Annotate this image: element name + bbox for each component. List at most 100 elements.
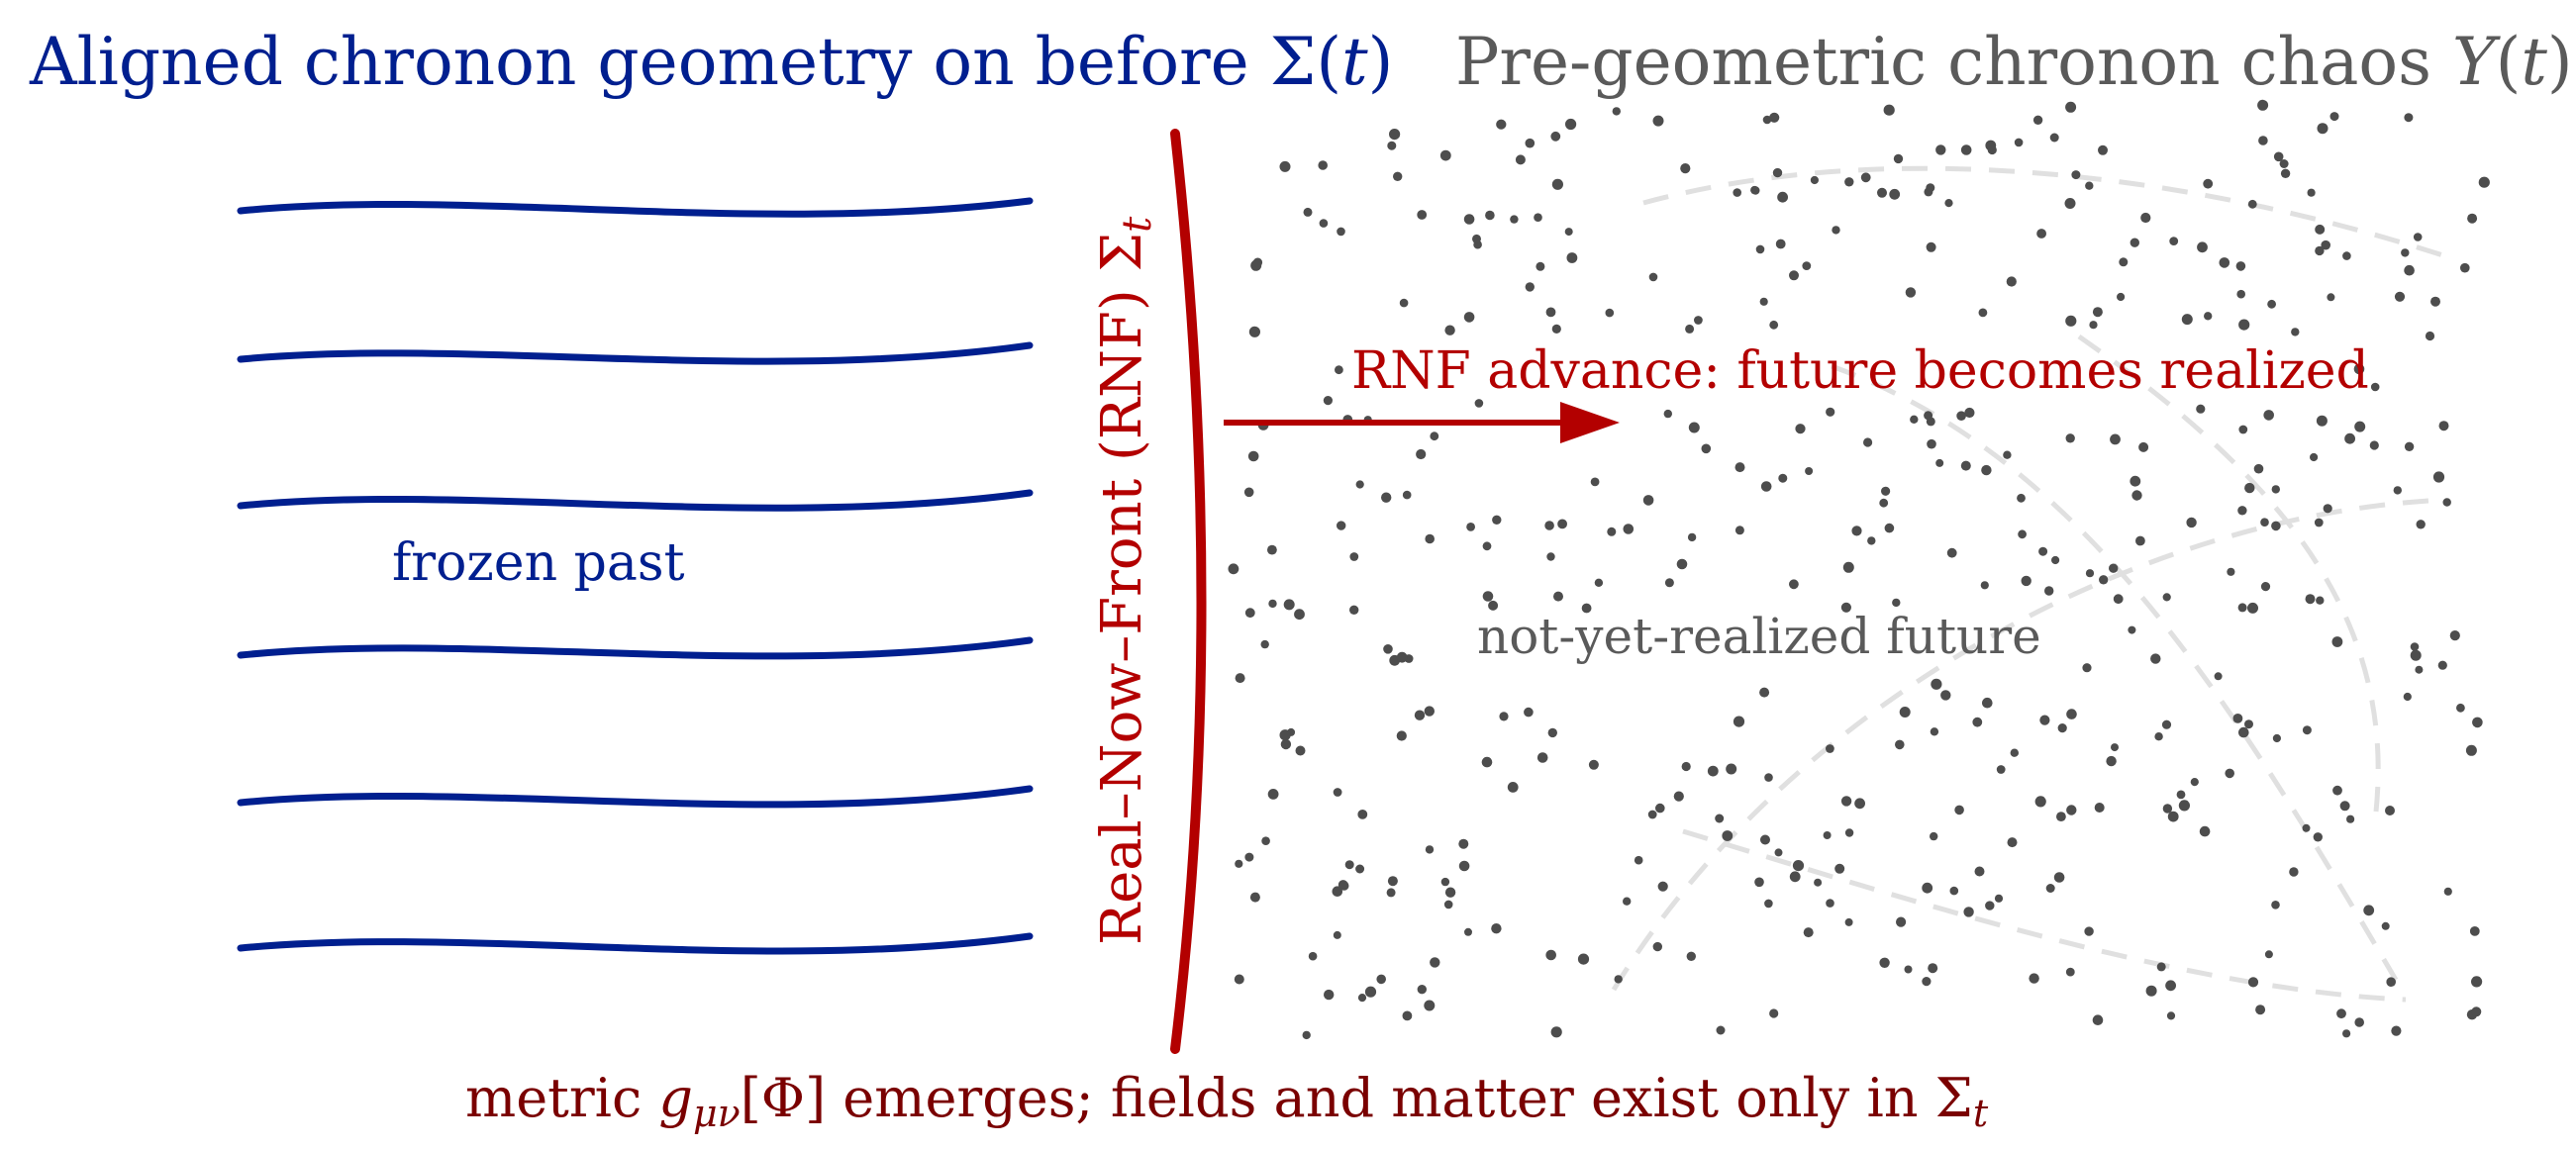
chronon-dot <box>2131 490 2142 501</box>
chronon-dot <box>1566 252 1578 263</box>
chronon-dot <box>2404 441 2415 451</box>
chronon-dot <box>2264 950 2273 959</box>
chronon-dot <box>1985 901 1995 910</box>
chronon-dot <box>1663 409 1673 419</box>
chronon-dot <box>1474 399 1484 408</box>
chronon-dot <box>2196 404 2206 414</box>
chronon-dot <box>1588 759 1599 770</box>
chronon-dot <box>2014 138 2024 147</box>
chronon-dot <box>1319 219 1329 228</box>
chronon-dot <box>1760 481 1772 492</box>
chronon-dot <box>1775 239 1786 249</box>
chronon-dot <box>1769 112 1780 123</box>
chronon-dot <box>1425 533 1435 544</box>
chronon-dot <box>2110 433 2121 445</box>
chronon-dot <box>2331 636 2343 647</box>
chronon-dot <box>1463 214 1475 225</box>
chronon-dot <box>1248 326 1260 337</box>
chronon-dot <box>1482 541 1492 551</box>
chronon-dot <box>1430 957 1440 968</box>
chronon-dot <box>2167 811 2179 822</box>
chronon-dot <box>2197 241 2208 253</box>
chronon-dot <box>2263 410 2274 421</box>
chronon-dot <box>2032 115 2043 126</box>
chronon-dot <box>1949 886 1959 896</box>
chronon-dot <box>2279 159 2289 168</box>
chronon-dot <box>1485 210 1495 221</box>
chronon-dot <box>1577 953 1590 965</box>
chronon-dot <box>2049 133 2059 143</box>
chronon-dot <box>1733 188 1741 197</box>
chronon-dot <box>2238 319 2250 331</box>
chronon-dot <box>1387 141 1397 150</box>
chronon-dot <box>1840 602 1851 613</box>
chronon-dot <box>2225 768 2234 779</box>
chronon-dot <box>2021 575 2031 587</box>
chronon-dot <box>2085 569 2095 578</box>
chronon-dot <box>1996 765 2006 774</box>
chronon-dot <box>2443 887 2452 896</box>
chronon-dot <box>1524 707 1534 718</box>
chronon-dot <box>1308 951 1318 961</box>
chronon-dot <box>1664 578 1674 588</box>
chronon-dot <box>1424 1000 1436 1011</box>
chronon-dot <box>1940 690 1951 701</box>
frozen-past-label: frozen past <box>392 533 685 593</box>
chronon-dot <box>2425 331 2435 341</box>
chronon-dot <box>1944 199 1953 208</box>
chronon-dot <box>1324 989 1335 1001</box>
chronon-line-6 <box>237 932 1034 955</box>
chronon-dot <box>1386 888 1396 898</box>
chronon-dot <box>2354 421 2366 432</box>
chronon-dot <box>2257 99 2269 111</box>
chronon-dot <box>1904 965 1913 974</box>
chronon-dot <box>1267 544 1277 555</box>
chronon-dot <box>1715 814 1725 823</box>
chronon-dot <box>1464 927 1472 936</box>
chronon-dot <box>1974 866 1985 877</box>
chronon-dot <box>2244 719 2253 729</box>
chronon-dot <box>1534 213 1542 222</box>
chronon-dot <box>1396 651 1408 663</box>
chronon-dot <box>2467 213 2478 224</box>
chronon-dot <box>2214 672 2223 681</box>
chronon-dot <box>1417 210 1428 220</box>
chronon-dot <box>1814 878 1823 887</box>
chronon-dot <box>2469 926 2480 936</box>
chronon-dot <box>2346 815 2355 823</box>
chronon-dot <box>1338 880 1348 890</box>
chronon-dot <box>1652 941 1663 952</box>
chronon-dot <box>1733 716 1745 727</box>
chronon-dot <box>2327 293 2335 302</box>
chronon-dot <box>2404 113 2414 123</box>
chronon-dot <box>1686 951 1697 961</box>
chronon-dot <box>2235 261 2246 271</box>
chronon-dot <box>1972 717 1983 727</box>
bottom-caption: metric gμν[Φ] emerges; fields and matter… <box>465 1067 1989 1135</box>
chronon-dot <box>1928 963 1938 974</box>
chronon-dot <box>1607 527 1617 536</box>
chronon-dot <box>1550 131 1561 142</box>
chronon-dot <box>1803 927 1814 938</box>
chronon-dot <box>1648 272 1658 282</box>
chronon-dot <box>2176 790 2186 800</box>
chronon-dot <box>2381 921 2390 930</box>
chronon-dot <box>2271 485 2280 494</box>
chronon-dot <box>1844 828 1854 837</box>
chronon-dot <box>1414 710 1426 720</box>
chronon-dot <box>1235 673 1245 684</box>
chronon-dot <box>1443 900 1453 910</box>
chronon-dot <box>1795 424 1806 434</box>
chronon-dot <box>2071 170 2081 180</box>
chronon-dot <box>2165 980 2177 992</box>
chronon-dot <box>2258 136 2268 145</box>
chronon-dot <box>2305 594 2316 605</box>
chronon-dot <box>1444 325 1455 335</box>
chronon-dot <box>1823 831 1832 839</box>
chronon-dot <box>2321 240 2330 250</box>
chronon-dot <box>1726 763 1737 775</box>
chronon-dot <box>1981 464 1992 476</box>
chronon-dot <box>1681 761 1691 772</box>
chronon-dot <box>2161 719 2172 729</box>
